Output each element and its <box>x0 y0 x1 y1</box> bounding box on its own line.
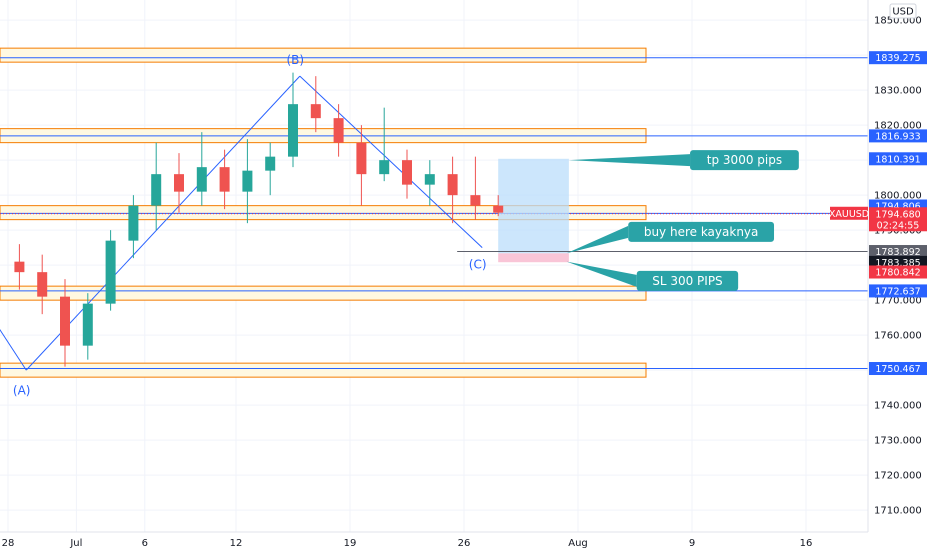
callout-text: buy here kayaknya <box>644 225 759 239</box>
y-tick-label: 1830.000 <box>874 86 922 97</box>
y-tick-label: 1800.000 <box>874 191 922 202</box>
x-tick-label: 9 <box>689 538 695 549</box>
x-tick-label: 6 <box>142 538 148 549</box>
candle-body <box>14 261 25 273</box>
target-price-tag: 1810.391 <box>875 154 920 165</box>
level-price-tag-bg <box>869 362 927 376</box>
time-axis[interactable]: 28 Jul 6 12 19 26 Aug 9 16 <box>0 531 868 549</box>
wave-line <box>0 328 27 371</box>
current-price-tag-bg <box>869 207 927 232</box>
y-tick-label: 1740.000 <box>874 401 922 412</box>
candle-body <box>37 272 48 297</box>
long-position-tool[interactable] <box>457 158 868 263</box>
wave-label: (A) <box>13 384 31 398</box>
x-tick-label: 19 <box>344 538 357 549</box>
profit-zone[interactable] <box>498 158 569 254</box>
callout-box[interactable] <box>690 150 799 171</box>
current-price-tag: 1794.680 <box>875 209 920 220</box>
candle-body <box>379 160 390 175</box>
level-price-tag: 1772.637 <box>875 286 920 297</box>
entry-line-price-tag: 1783.892 <box>875 247 920 258</box>
y-tick-label: 1820.000 <box>874 121 922 132</box>
symbol-tag-bg <box>830 206 868 220</box>
level-price-tag-bg <box>869 129 927 143</box>
callout-box[interactable] <box>636 270 739 291</box>
y-tick-label: 1760.000 <box>874 331 922 342</box>
loss-zone[interactable] <box>498 253 569 263</box>
x-tick-label: 12 <box>230 538 243 549</box>
support-resistance-zones <box>0 47 868 378</box>
candle-body <box>447 174 458 196</box>
candle-body <box>128 205 139 241</box>
candle-body <box>424 174 435 185</box>
candle-body <box>242 170 253 192</box>
level-price-tag: 1794.806 <box>875 202 920 213</box>
candle-body <box>82 303 93 346</box>
currency-button[interactable]: USD <box>889 3 917 19</box>
level-price-tag: 1750.467 <box>875 364 920 375</box>
candle-body <box>356 142 367 175</box>
candle-body <box>333 118 344 143</box>
wave-line <box>25 75 301 371</box>
entry-price-tag: 1783.385 <box>875 258 920 269</box>
symbol-tag: XAUUSD <box>829 209 869 220</box>
candle-body <box>402 160 412 185</box>
candle-body <box>265 156 276 171</box>
x-tick-label: Jul <box>69 538 82 549</box>
entry-line-price-tag-bg <box>869 245 927 259</box>
candle-body <box>288 104 298 157</box>
zone-box <box>0 362 647 378</box>
callout-pointer <box>566 225 629 254</box>
y-tick-label: 1850.000 <box>874 16 922 27</box>
level-price-tag-bg <box>869 284 927 298</box>
wave-label: (B) <box>286 53 304 67</box>
wave-label: (C) <box>469 258 487 272</box>
grid <box>0 0 868 532</box>
callout-text: SL 300 PIPS <box>652 274 722 288</box>
level-price-tag: 1816.933 <box>875 131 920 142</box>
candles <box>14 72 504 367</box>
zone-box <box>0 285 647 301</box>
x-tick-label: 16 <box>800 538 813 549</box>
candle-body <box>174 174 184 192</box>
y-tick-label: 1770.000 <box>874 296 922 307</box>
zone-box <box>0 47 647 63</box>
y-tick-label: 1720.000 <box>874 471 922 482</box>
target-price-tag-bg <box>869 152 927 166</box>
level-price-tag-bg <box>869 51 927 65</box>
price-tags: 1839.275 1816.933 1772.637 1750.467 1794.806… <box>829 51 927 376</box>
stop-price-tag-bg <box>869 265 927 279</box>
callout-box[interactable] <box>628 221 775 242</box>
candle-body <box>105 240 116 304</box>
candle-body <box>60 296 70 346</box>
candle-body <box>470 195 481 206</box>
bar-countdown: 02:24:55 <box>877 220 920 231</box>
level-price-tag: 1839.275 <box>875 53 920 64</box>
callout-text: tp 3000 pips <box>707 153 782 167</box>
candle-body <box>196 167 207 192</box>
callout-pointer <box>566 261 637 287</box>
candle-body <box>310 104 321 119</box>
callout-pointer <box>568 154 691 167</box>
stop-price-tag: 1780.842 <box>875 268 920 279</box>
candle-body <box>493 205 504 213</box>
zone-box <box>0 205 647 221</box>
x-tick-label: Aug <box>568 538 588 549</box>
elliott-wave-lines: (A) (B) (C) <box>0 53 487 398</box>
x-tick-label: 28 <box>2 538 15 549</box>
x-tick-label: 26 <box>458 538 471 549</box>
y-tick-label: 1710.000 <box>874 506 922 517</box>
currency-label: USD <box>892 7 914 18</box>
y-tick-label: 1730.000 <box>874 436 922 447</box>
callouts[interactable]: tp 3000 pips buy here kayaknya SL 300 PIPS <box>566 150 799 291</box>
wave-line <box>299 75 483 249</box>
candle-body <box>151 174 162 206</box>
candle-body <box>219 167 230 192</box>
